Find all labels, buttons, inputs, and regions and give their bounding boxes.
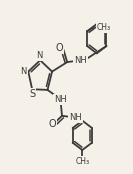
Text: O: O [48,118,56,129]
Text: O: O [56,43,63,53]
Text: N: N [20,67,27,76]
Text: CH₃: CH₃ [97,22,111,31]
Text: S: S [29,89,35,99]
Text: NH: NH [54,95,67,104]
Text: N: N [36,51,42,60]
Text: CH₃: CH₃ [75,157,89,166]
Text: NH: NH [74,56,87,65]
Text: NH: NH [69,113,82,122]
